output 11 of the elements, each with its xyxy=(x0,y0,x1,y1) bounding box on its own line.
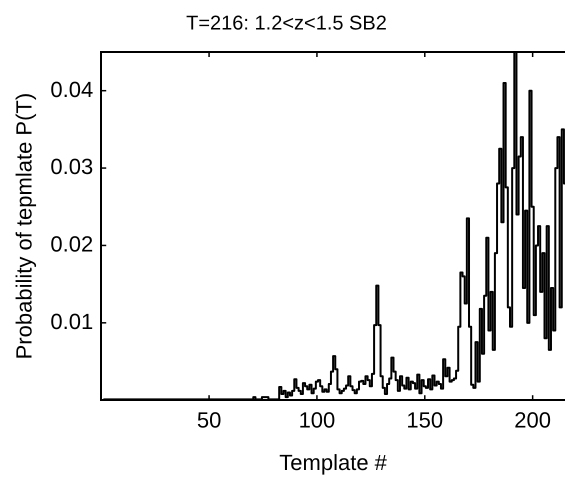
y-tick-label: 0.01 xyxy=(50,308,94,334)
x-tick-label: 100 xyxy=(298,407,336,432)
x-tick-label: 200 xyxy=(514,407,552,432)
x-tick-label: 150 xyxy=(406,407,444,432)
chart-title: T=216: 1.2<z<1.5 SB2 xyxy=(186,12,387,35)
x-tick-label: 50 xyxy=(196,407,222,432)
y-tick-label: 0.02 xyxy=(50,232,94,257)
y-tick-label: 0.03 xyxy=(50,154,94,180)
x-axis-title: Template # xyxy=(279,450,388,475)
y-axis-title: Probability of tepmlate P(T) xyxy=(11,92,36,360)
y-tick-label: 0.04 xyxy=(50,76,94,102)
